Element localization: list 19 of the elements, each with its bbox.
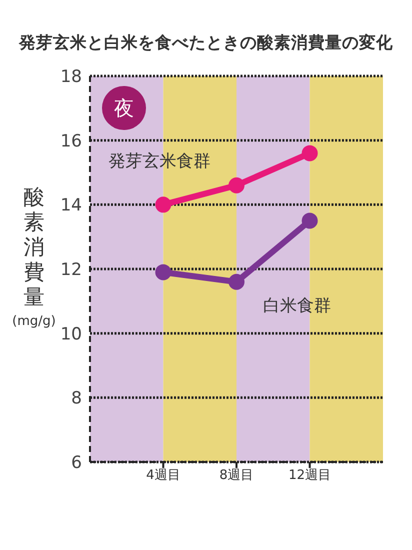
point bbox=[228, 177, 244, 194]
point bbox=[155, 196, 172, 213]
y-tick-label: 12 bbox=[60, 260, 82, 280]
y-tick-label: 6 bbox=[71, 453, 82, 474]
y-tick-label: 16 bbox=[60, 131, 82, 152]
y-tick-label: 14 bbox=[60, 196, 82, 216]
y-tick-label: 10 bbox=[60, 324, 82, 344]
series-label: 発芽玄米食群 bbox=[108, 152, 210, 172]
x-tick-label: 12週目 bbox=[288, 468, 332, 484]
y-tick-label: 8 bbox=[71, 388, 82, 409]
point bbox=[228, 274, 244, 290]
y-tick-label: 18 bbox=[60, 67, 82, 88]
x-tick-label: 8週目 bbox=[219, 468, 254, 484]
point bbox=[302, 212, 318, 229]
point bbox=[302, 145, 318, 162]
y-axis-title: 酸素消費量 (mg/g) bbox=[11, 185, 57, 329]
x-tick-label: 4週目 bbox=[146, 468, 180, 484]
point bbox=[155, 264, 172, 280]
chart-title: 発芽玄米と白米を食べたときの酸素消費量の変化 bbox=[18, 32, 394, 54]
